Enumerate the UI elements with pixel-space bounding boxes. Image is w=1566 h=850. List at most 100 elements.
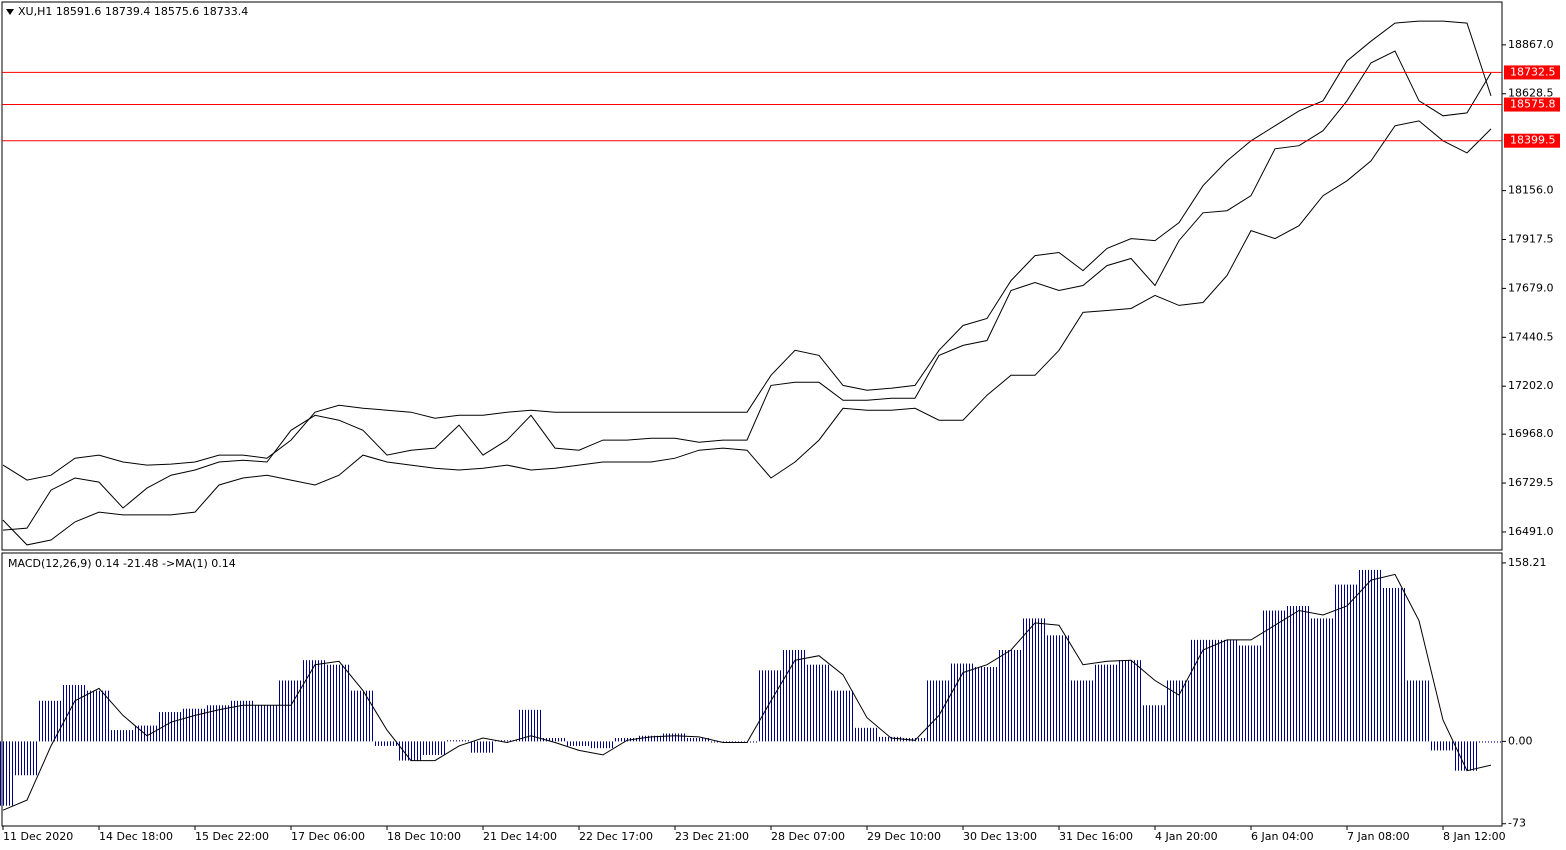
macd-bar	[1095, 664, 1119, 742]
macd-bar	[399, 741, 423, 761]
macd-bar	[39, 700, 63, 742]
macd-bar	[423, 741, 447, 755]
macd-bar	[687, 738, 711, 742]
macd-bar	[471, 741, 495, 753]
x-tick-label: 31 Dec 16:00	[1059, 830, 1133, 843]
x-tick-label: 7 Jan 08:00	[1347, 830, 1410, 843]
macd-bar	[1119, 660, 1143, 742]
level-label: 18732.5	[1510, 65, 1556, 78]
macd-bar	[207, 705, 231, 742]
x-tick-label: 6 Jan 04:00	[1251, 830, 1314, 843]
y-tick-label: 18628.5	[1508, 87, 1554, 100]
x-tick-label: 30 Dec 13:00	[963, 830, 1037, 843]
price-panel	[1, 1, 1503, 551]
macd-bar	[327, 664, 351, 742]
y-tick-label: 16729.5	[1508, 476, 1554, 489]
x-tick-label: 22 Dec 17:00	[579, 830, 653, 843]
macd-bar	[1479, 741, 1503, 743]
x-tick-label: 18 Dec 10:00	[387, 830, 461, 843]
macd-bar	[111, 730, 135, 742]
macd-bar	[975, 666, 999, 742]
macd-bar	[1287, 606, 1311, 742]
macd-bar	[855, 727, 879, 742]
price-header: XU,H1 18591.6 18739.4 18575.6 18733.4	[18, 5, 248, 18]
macd-bar	[1335, 584, 1359, 742]
series-line	[2, 573, 1492, 811]
y-tick-label: 158.21	[1508, 556, 1547, 569]
x-tick-label: 23 Dec 21:00	[675, 830, 749, 843]
y-tick-label: -73	[1508, 817, 1526, 830]
macd-bar	[1359, 569, 1383, 742]
series-line	[2, 120, 1492, 546]
macd-bar	[1311, 618, 1335, 742]
level-tag	[1504, 65, 1560, 80]
macd-bar	[1215, 639, 1239, 742]
y-tick-label: 17440.5	[1508, 330, 1554, 343]
y-tick-label: 18156.0	[1508, 184, 1554, 197]
macd-bar	[783, 650, 807, 742]
x-tick-label: 11 Dec 2020	[3, 830, 73, 843]
macd-panel	[1, 552, 1503, 827]
macd-bar	[615, 738, 639, 742]
macd-bar	[15, 741, 39, 776]
macd-bar	[543, 738, 567, 742]
y-tick-label: 17917.5	[1508, 233, 1554, 246]
level-tag	[1504, 133, 1560, 148]
y-tick-label: 0.00	[1508, 734, 1533, 747]
level-tag	[1504, 97, 1560, 112]
macd-bar	[1455, 741, 1479, 771]
x-tick-label: 4 Jan 20:00	[1155, 830, 1218, 843]
macd-bar	[663, 733, 687, 742]
macd-bar	[999, 650, 1023, 742]
macd-bar	[0, 741, 15, 806]
macd-bar	[447, 740, 471, 742]
macd-bar	[1263, 610, 1287, 742]
y-tick-label: 16491.0	[1508, 525, 1554, 538]
series-line	[2, 50, 1492, 531]
x-tick-label: 29 Dec 10:00	[867, 830, 941, 843]
macd-bar	[927, 680, 951, 742]
macd-bar	[63, 684, 87, 742]
macd-bar	[87, 690, 111, 742]
macd-bar	[279, 680, 303, 742]
series-line	[2, 20, 1492, 481]
macd-bar	[1047, 635, 1071, 742]
macd-bar	[639, 735, 663, 742]
macd-bar	[495, 740, 519, 742]
macd-bar	[183, 708, 207, 742]
macd-bar	[591, 741, 615, 749]
x-tick-label: 8 Jan 12:00	[1443, 830, 1506, 843]
macd-bar	[807, 664, 831, 742]
x-tick-label: 17 Dec 06:00	[291, 830, 365, 843]
macd-bar	[1431, 741, 1455, 751]
macd-bar	[351, 690, 375, 742]
macd-bar	[759, 670, 783, 742]
y-tick-label: 16968.0	[1508, 427, 1554, 440]
x-tick-label: 15 Dec 22:00	[195, 830, 269, 843]
macd-bar	[519, 709, 543, 742]
x-tick-label: 21 Dec 14:00	[483, 830, 557, 843]
x-tick-label: 28 Dec 07:00	[771, 830, 845, 843]
level-label: 18399.5	[1510, 134, 1556, 147]
y-tick-label: 17202.0	[1508, 379, 1554, 392]
macd-bar	[303, 660, 327, 742]
macd-bar	[711, 741, 735, 743]
macd-bar	[375, 741, 399, 746]
y-tick-label: 18867.0	[1508, 38, 1554, 51]
macd-bar	[1407, 680, 1431, 742]
macd-bar	[1191, 639, 1215, 742]
x-tick-label: 14 Dec 18:00	[99, 830, 173, 843]
macd-bar	[1143, 705, 1167, 742]
y-tick-label: 17679.0	[1508, 281, 1554, 294]
menu-arrow[interactable]	[6, 9, 14, 15]
macd-bar	[1071, 680, 1095, 742]
level-label: 18575.8	[1510, 98, 1556, 111]
macd-bar	[951, 663, 975, 742]
macd-bar	[879, 736, 903, 742]
macd-bar	[135, 725, 159, 742]
macd-bar	[255, 705, 279, 742]
macd-bar	[567, 741, 591, 746]
macd-bar	[1239, 645, 1263, 742]
macd-header: MACD(12,26,9) 0.14 -21.48 ->MA(1) 0.14	[8, 557, 236, 570]
